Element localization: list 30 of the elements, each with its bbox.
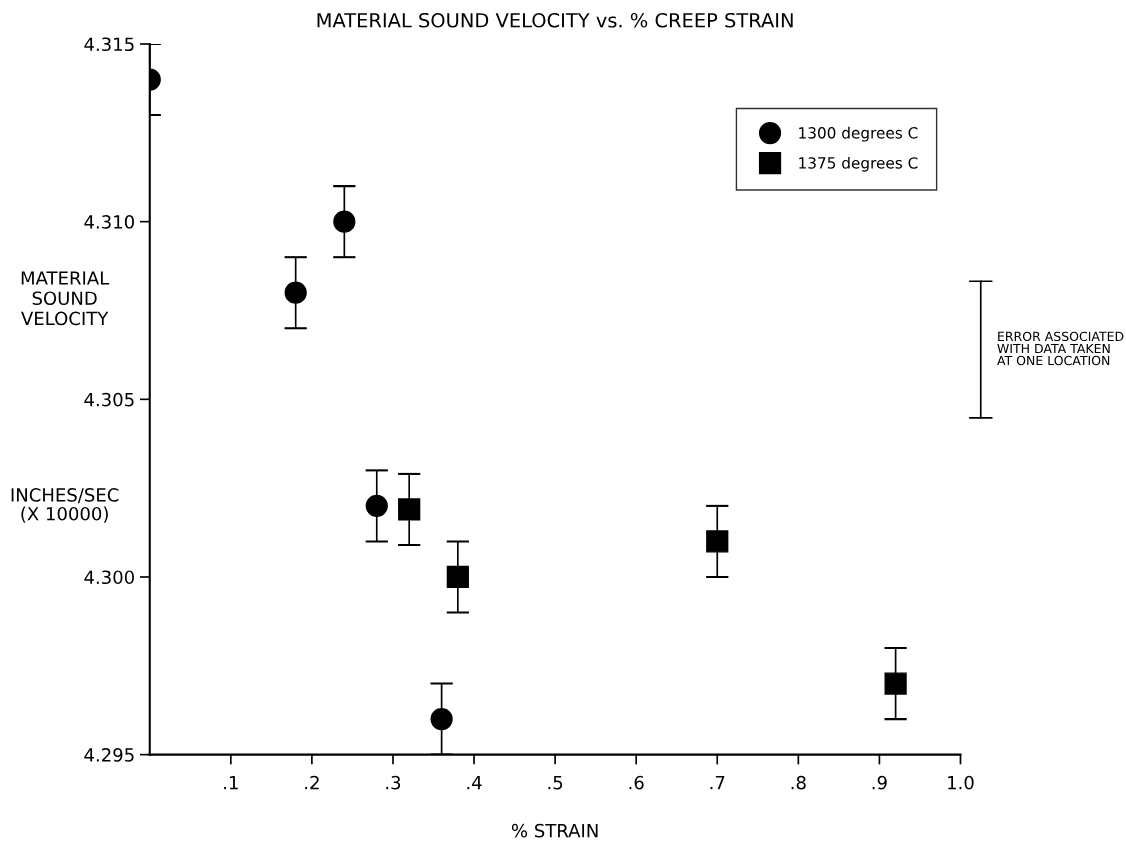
point xyxy=(365,494,388,518)
point xyxy=(398,498,421,521)
x-tick-label: .2 xyxy=(305,775,319,790)
x-tick-label: .8 xyxy=(791,775,806,790)
point xyxy=(284,281,307,304)
text: INCHES/SEC (X 10000) xyxy=(11,488,119,523)
y-axis-title: MATERIAL SOUND VELOCITY xyxy=(21,271,110,326)
y-tick-label: 4.295 xyxy=(84,748,134,762)
point xyxy=(446,565,469,589)
x-tick-label: .5 xyxy=(548,776,563,790)
y-tick-label: 4.315 xyxy=(84,37,134,52)
point xyxy=(430,707,453,731)
x-tick-label: .3 xyxy=(386,775,401,790)
x-axis-title: % STRAIN xyxy=(511,823,598,838)
point xyxy=(333,210,356,233)
point xyxy=(884,672,907,695)
chart-title: MATERIAL SOUND VELOCITY vs. % CREEP STRAIN xyxy=(317,12,793,28)
y-tick-label: 4.305 xyxy=(84,392,134,407)
legend-label: 1300 degrees C xyxy=(799,126,918,142)
y-tick-label: 4.300 xyxy=(84,570,134,585)
y-tick-label: 4.310 xyxy=(84,215,134,229)
point xyxy=(706,530,729,553)
x-tick-label: .7 xyxy=(710,776,725,790)
x-tick-label: 1.0 xyxy=(948,775,974,790)
text: ERROR ASSOCIATED WITH DATA TAKEN AT ONE LOCATION xyxy=(997,331,1124,366)
x-tick-label: .1 xyxy=(224,776,238,790)
x-tick-label: .6 xyxy=(629,775,644,790)
legend-label: 1375 degrees C xyxy=(799,156,918,172)
x-tick-label: .9 xyxy=(872,775,887,790)
x-tick-label: .4 xyxy=(467,776,482,790)
